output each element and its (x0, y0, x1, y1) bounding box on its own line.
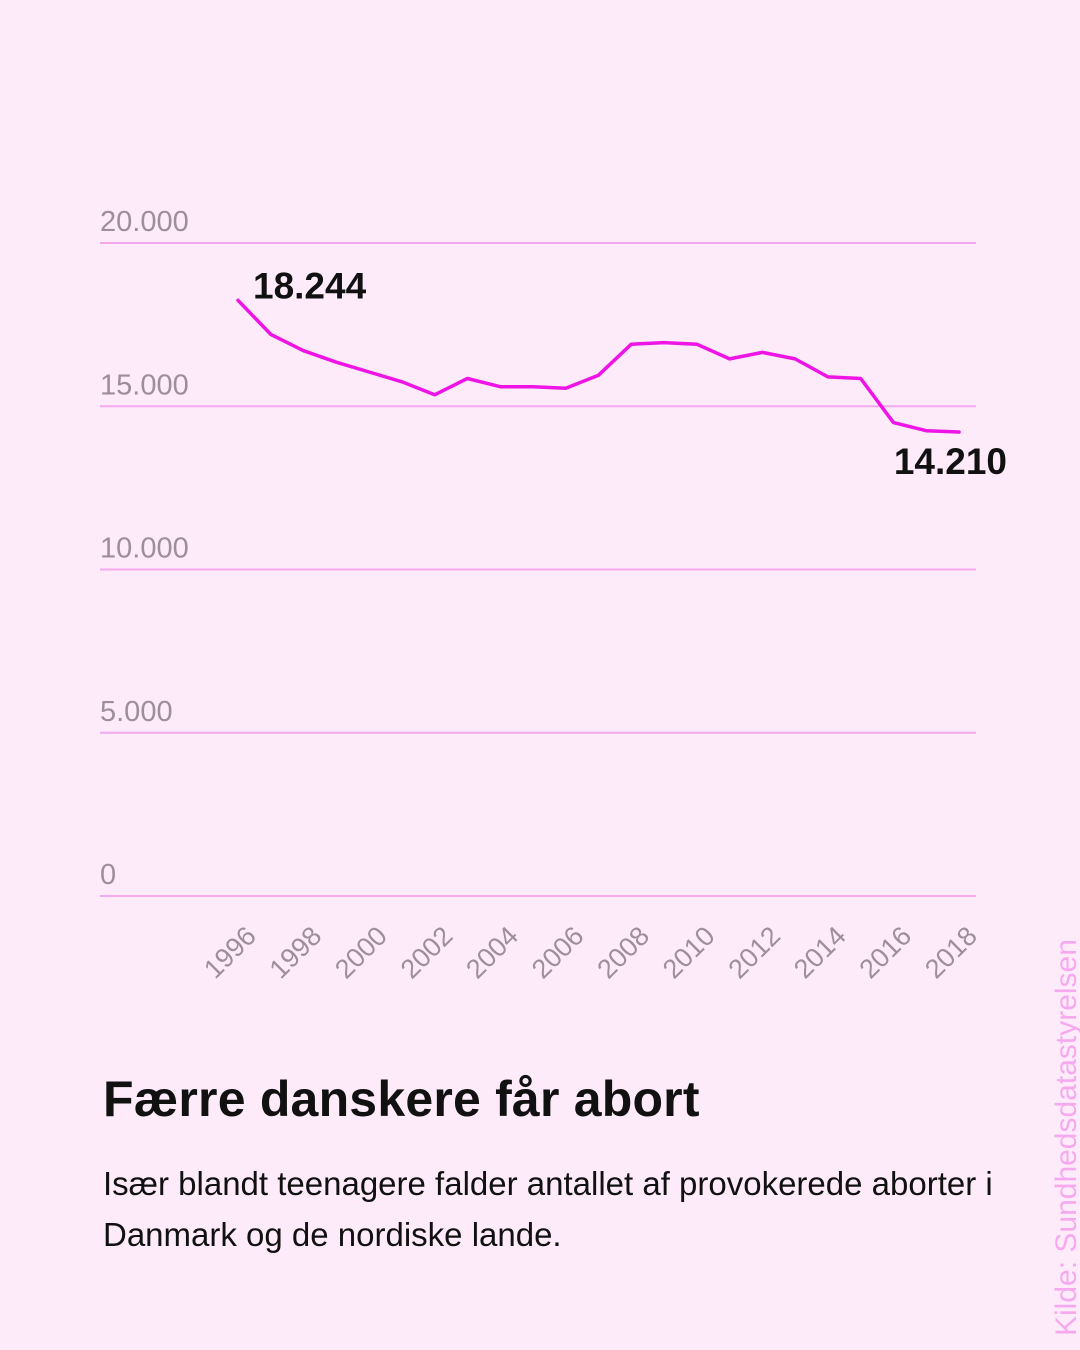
x-tick-label: 2000 (329, 921, 393, 985)
x-tick-label: 2010 (657, 921, 721, 985)
x-tick-label: 1998 (264, 921, 328, 985)
series-line (236, 298, 961, 434)
y-tick-label: 20.000 (100, 206, 189, 238)
x-tick-label: 2004 (460, 921, 524, 985)
y-tick-label: 15.000 (100, 369, 189, 401)
x-tick-label: 1996 (198, 921, 262, 985)
x-tick-label: 2002 (395, 921, 459, 985)
x-tick-label: 2006 (526, 921, 590, 985)
value-annotation: 18.244 (253, 265, 367, 306)
line-chart: 20.000 15.000 10.000 5.000 0 1996 1998 2000 2002… (100, 206, 1007, 985)
chart-subtitle: Især blandt teenagere falder antallet af… (103, 1165, 993, 1253)
value-annotation: 14.210 (894, 441, 1007, 482)
x-tick-label: 2012 (722, 921, 786, 985)
x-tick-label: 2008 (591, 921, 655, 985)
y-tick-label: 10.000 (100, 533, 189, 565)
x-tick-label: 2016 (854, 921, 918, 985)
chart-title: Færre danskere får abort (103, 1071, 700, 1127)
y-tick-label: 5.000 (100, 696, 173, 728)
y-tick-label: 0 (100, 859, 116, 891)
x-tick-label: 2014 (788, 921, 852, 985)
source-label: Kilde: Sundhedsdatastyrelsen (1050, 939, 1080, 1336)
x-tick-label: 2018 (919, 921, 983, 985)
